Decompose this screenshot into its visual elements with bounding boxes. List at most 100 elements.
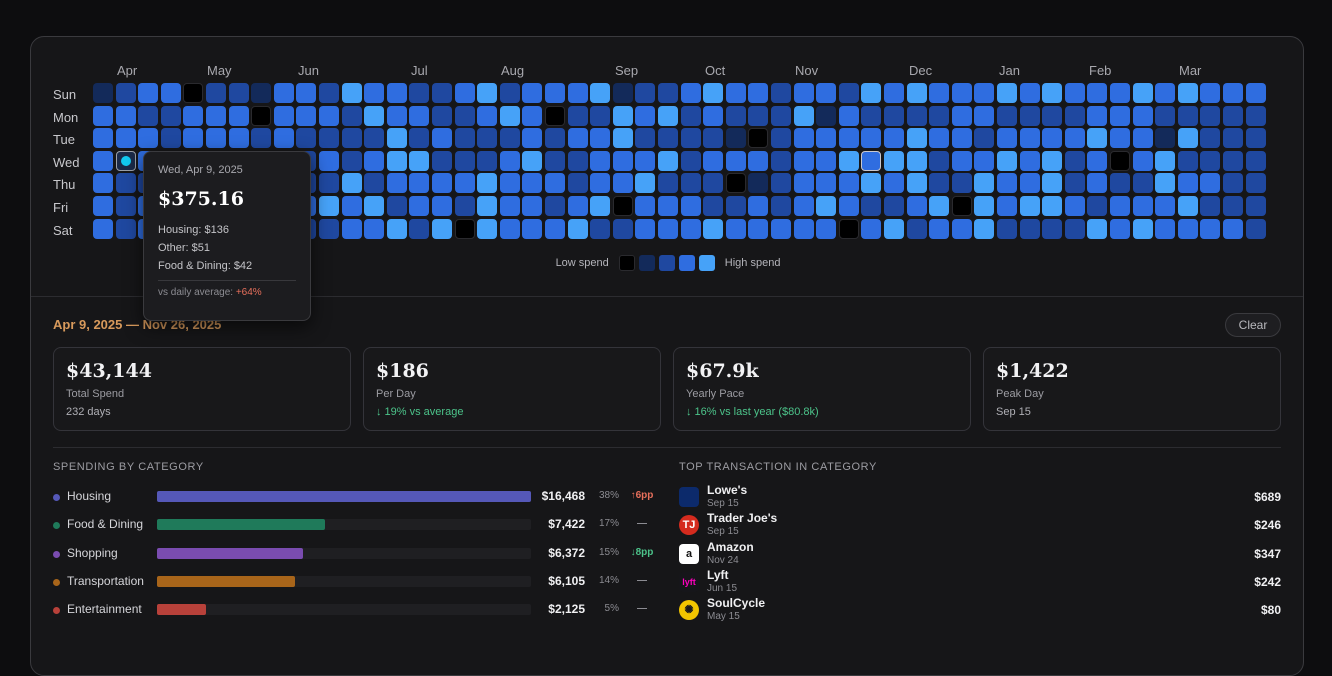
heatmap-cell[interactable]	[1064, 105, 1085, 126]
heatmap-cell[interactable]	[612, 150, 633, 171]
heatmap-cell[interactable]	[590, 150, 611, 171]
heatmap-cell[interactable]	[816, 150, 837, 171]
heatmap-cell[interactable]	[590, 218, 611, 239]
heatmap-cell[interactable]	[974, 218, 995, 239]
heatmap-cell[interactable]	[386, 196, 407, 216]
heatmap-cell[interactable]	[1087, 128, 1108, 149]
heatmap-cell[interactable]	[748, 218, 769, 239]
heatmap-cell[interactable]	[612, 83, 633, 103]
heatmap-cell[interactable]	[160, 128, 181, 149]
heatmap-cell[interactable]	[703, 105, 724, 126]
heatmap-cell[interactable]	[499, 173, 520, 194]
heatmap-cell[interactable]	[115, 105, 136, 126]
heatmap-cell[interactable]	[206, 128, 226, 149]
heatmap-cell[interactable]	[951, 150, 972, 171]
heatmap-cell[interactable]	[861, 128, 882, 149]
heatmap-cell[interactable]	[1245, 173, 1266, 194]
heatmap-cell[interactable]	[1223, 218, 1243, 239]
heatmap-cell[interactable]	[522, 173, 543, 194]
heatmap-cell[interactable]	[658, 105, 678, 126]
heatmap-cell[interactable]	[409, 128, 430, 149]
heatmap-cell[interactable]	[341, 105, 362, 126]
heatmap-cell[interactable]	[590, 196, 611, 216]
heatmap-cell[interactable]	[115, 218, 136, 239]
heatmap-cell[interactable]	[906, 105, 927, 126]
heatmap-cell[interactable]	[1245, 150, 1266, 171]
heatmap-cell[interactable]	[906, 83, 927, 103]
heatmap-cell[interactable]	[680, 218, 701, 239]
heatmap-cell[interactable]	[567, 105, 588, 126]
transaction-row[interactable]: Lowe's Sep 15 $689	[679, 483, 1281, 511]
heatmap-cell[interactable]	[1245, 218, 1266, 239]
heatmap-cell[interactable]	[929, 218, 950, 239]
heatmap-cell[interactable]	[296, 128, 317, 149]
heatmap-cell[interactable]	[816, 173, 837, 194]
heatmap-cell[interactable]	[545, 150, 565, 171]
transaction-row[interactable]: ✺ SoulCycle May 15 $80	[679, 596, 1281, 624]
heatmap-cell[interactable]	[1110, 83, 1130, 103]
heatmap-cell[interactable]	[748, 173, 769, 194]
heatmap-cell[interactable]	[771, 105, 791, 126]
heatmap-cell[interactable]	[1064, 150, 1085, 171]
heatmap-cell[interactable]	[793, 150, 814, 171]
heatmap-cell[interactable]	[1177, 150, 1198, 171]
heatmap-cell[interactable]	[997, 83, 1017, 103]
heatmap-cell[interactable]	[454, 173, 475, 194]
heatmap-cell[interactable]	[273, 83, 294, 103]
heatmap-cell[interactable]	[1223, 196, 1243, 216]
heatmap-cell[interactable]	[319, 150, 339, 171]
heatmap-cell[interactable]	[115, 83, 136, 103]
heatmap-cell[interactable]	[93, 128, 113, 149]
heatmap-cell[interactable]	[1155, 173, 1176, 194]
heatmap-cell[interactable]	[545, 196, 565, 216]
heatmap-cell[interactable]	[319, 196, 339, 216]
heatmap-cell[interactable]	[658, 196, 678, 216]
heatmap-cell[interactable]	[658, 83, 678, 103]
heatmap-cell[interactable]	[1245, 83, 1266, 103]
heatmap-cell[interactable]	[115, 150, 136, 171]
heatmap-cell[interactable]	[951, 173, 972, 194]
heatmap-cell[interactable]	[590, 105, 611, 126]
heatmap-cell[interactable]	[341, 150, 362, 171]
heatmap-cell[interactable]	[861, 196, 882, 216]
heatmap-cell[interactable]	[251, 128, 272, 149]
heatmap-cell[interactable]	[409, 173, 430, 194]
heatmap-cell[interactable]	[160, 105, 181, 126]
heatmap-cell[interactable]	[477, 173, 498, 194]
heatmap-cell[interactable]	[612, 196, 633, 216]
heatmap-cell[interactable]	[1042, 173, 1063, 194]
heatmap-cell[interactable]	[838, 83, 859, 103]
heatmap-cell[interactable]	[793, 218, 814, 239]
heatmap-cell[interactable]	[386, 150, 407, 171]
heatmap-cell[interactable]	[273, 105, 294, 126]
heatmap-cell[interactable]	[771, 218, 791, 239]
heatmap-cell[interactable]	[341, 128, 362, 149]
heatmap-cell[interactable]	[997, 196, 1017, 216]
heatmap-cell[interactable]	[1019, 83, 1040, 103]
heatmap-cell[interactable]	[703, 128, 724, 149]
heatmap-cell[interactable]	[1177, 105, 1198, 126]
heatmap-cell[interactable]	[1177, 128, 1198, 149]
heatmap-cell[interactable]	[364, 83, 385, 103]
heatmap-cell[interactable]	[364, 150, 385, 171]
heatmap-cell[interactable]	[680, 150, 701, 171]
heatmap-cell[interactable]	[522, 196, 543, 216]
category-row[interactable]: Housing $16,468 38% ↑6pp	[53, 487, 657, 507]
heatmap-cell[interactable]	[703, 150, 724, 171]
heatmap-cell[interactable]	[635, 218, 656, 239]
heatmap-cell[interactable]	[680, 196, 701, 216]
heatmap-cell[interactable]	[884, 150, 904, 171]
heatmap-cell[interactable]	[386, 218, 407, 239]
heatmap-cell[interactable]	[1110, 150, 1130, 171]
heatmap-cell[interactable]	[251, 83, 272, 103]
heatmap-cell[interactable]	[680, 128, 701, 149]
heatmap-cell[interactable]	[838, 150, 859, 171]
heatmap-cell[interactable]	[545, 83, 565, 103]
heatmap-cell[interactable]	[725, 105, 746, 126]
heatmap-cell[interactable]	[454, 150, 475, 171]
heatmap-cell[interactable]	[929, 83, 950, 103]
heatmap-cell[interactable]	[1245, 128, 1266, 149]
heatmap-cell[interactable]	[319, 128, 339, 149]
heatmap-cell[interactable]	[432, 128, 452, 149]
heatmap-cell[interactable]	[658, 173, 678, 194]
